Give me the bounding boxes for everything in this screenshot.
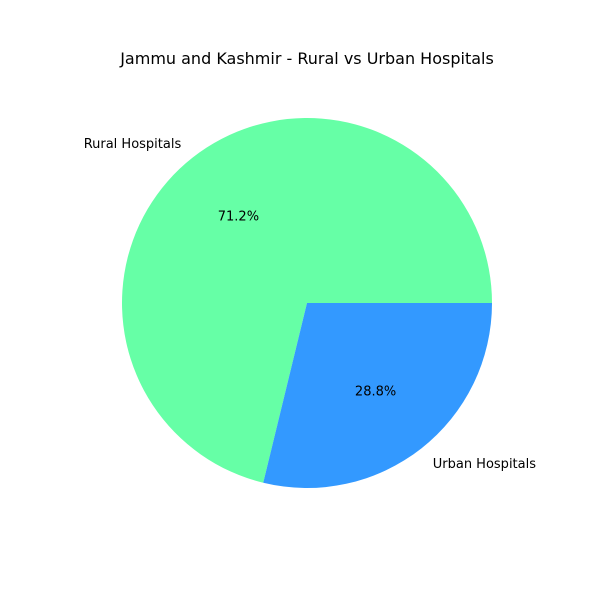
slice-label: Urban Hospitals	[433, 457, 536, 472]
pie-slice-rural-hospitals	[122, 118, 492, 483]
chart-title: Jammu and Kashmir - Rural vs Urban Hospi…	[119, 49, 494, 68]
slice-percentage-label: 28.8%	[355, 384, 396, 399]
slice-label: Rural Hospitals	[84, 137, 182, 152]
pie-slices	[122, 118, 492, 488]
pie-labels: Rural Hospitals 71.2% Urban Hospitals 28.8%	[84, 137, 537, 472]
pie-slice-urban-hospitals	[263, 303, 492, 488]
slice-percentage-label: 71.2%	[218, 210, 259, 225]
